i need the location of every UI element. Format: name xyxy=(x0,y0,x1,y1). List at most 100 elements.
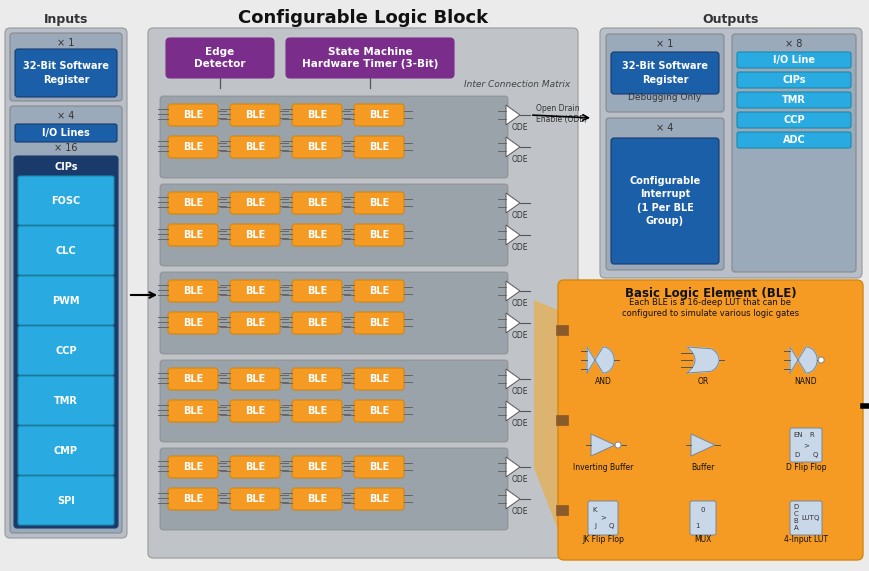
FancyBboxPatch shape xyxy=(292,368,342,390)
Text: BLE: BLE xyxy=(182,406,202,416)
Text: BLE: BLE xyxy=(244,462,265,472)
Circle shape xyxy=(614,442,620,448)
Text: Outputs: Outputs xyxy=(702,14,759,26)
FancyBboxPatch shape xyxy=(18,376,114,425)
Text: BLE: BLE xyxy=(182,230,202,240)
FancyBboxPatch shape xyxy=(354,136,403,158)
Text: ODE: ODE xyxy=(511,475,527,484)
FancyBboxPatch shape xyxy=(10,33,122,101)
Text: Basic Logic Element (BLE): Basic Logic Element (BLE) xyxy=(624,288,795,300)
Polygon shape xyxy=(506,489,520,509)
Text: AND: AND xyxy=(594,377,611,387)
Text: BLE: BLE xyxy=(307,318,327,328)
FancyBboxPatch shape xyxy=(292,136,342,158)
Text: Inputs: Inputs xyxy=(43,14,88,26)
Circle shape xyxy=(817,357,823,363)
Text: ODE: ODE xyxy=(511,155,527,163)
Text: BLE: BLE xyxy=(368,286,388,296)
Text: × 1: × 1 xyxy=(655,39,673,49)
Bar xyxy=(555,415,567,425)
Text: 4-Input LUT: 4-Input LUT xyxy=(783,536,827,545)
Text: I/O Line: I/O Line xyxy=(773,55,814,65)
Text: Open Drain
Enable (ODE): Open Drain Enable (ODE) xyxy=(535,104,587,124)
Text: BLE: BLE xyxy=(244,374,265,384)
Text: 1: 1 xyxy=(694,523,699,529)
FancyBboxPatch shape xyxy=(168,368,218,390)
Polygon shape xyxy=(506,137,520,157)
FancyBboxPatch shape xyxy=(789,428,821,462)
FancyBboxPatch shape xyxy=(606,118,723,270)
Text: 32-Bit Software
Register: 32-Bit Software Register xyxy=(621,62,707,85)
Polygon shape xyxy=(506,281,520,301)
Text: ODE: ODE xyxy=(511,123,527,131)
Polygon shape xyxy=(587,347,614,373)
Text: PWM: PWM xyxy=(52,296,80,305)
Text: BLE: BLE xyxy=(368,406,388,416)
Text: BLE: BLE xyxy=(307,230,327,240)
Text: R: R xyxy=(809,432,813,438)
FancyBboxPatch shape xyxy=(229,104,280,126)
Text: Each BLE is a 16-deep LUT that can be
configured to simulate various logic gates: Each BLE is a 16-deep LUT that can be co… xyxy=(621,298,798,318)
Text: CIPs: CIPs xyxy=(781,75,805,85)
FancyBboxPatch shape xyxy=(354,192,403,214)
Text: Q: Q xyxy=(812,452,817,458)
Text: BLE: BLE xyxy=(244,198,265,208)
Text: BLE: BLE xyxy=(307,494,327,504)
Text: Buffer: Buffer xyxy=(691,463,713,472)
Text: Debugging Only: Debugging Only xyxy=(627,94,700,103)
FancyBboxPatch shape xyxy=(160,272,507,354)
Text: BLE: BLE xyxy=(244,286,265,296)
FancyBboxPatch shape xyxy=(166,38,274,78)
Text: BLE: BLE xyxy=(244,142,265,152)
Text: K: K xyxy=(592,507,596,513)
FancyBboxPatch shape xyxy=(229,488,280,510)
Text: >: > xyxy=(600,514,605,520)
FancyBboxPatch shape xyxy=(606,34,723,112)
FancyBboxPatch shape xyxy=(292,312,342,334)
Text: BLE: BLE xyxy=(307,462,327,472)
Polygon shape xyxy=(687,347,718,373)
Text: BLE: BLE xyxy=(182,374,202,384)
FancyBboxPatch shape xyxy=(736,52,850,68)
Text: JK Flip Flop: JK Flip Flop xyxy=(581,536,623,545)
Text: BLE: BLE xyxy=(244,230,265,240)
FancyBboxPatch shape xyxy=(160,184,507,266)
Text: × 8: × 8 xyxy=(785,39,802,49)
Text: TMR: TMR xyxy=(54,396,78,405)
Text: BLE: BLE xyxy=(244,406,265,416)
Text: BLE: BLE xyxy=(182,462,202,472)
Polygon shape xyxy=(506,313,520,333)
Text: D: D xyxy=(793,452,799,458)
Text: SPI: SPI xyxy=(57,496,75,505)
Text: BLE: BLE xyxy=(244,494,265,504)
FancyBboxPatch shape xyxy=(229,312,280,334)
Text: State Machine
Hardware Timer (3-Bit): State Machine Hardware Timer (3-Bit) xyxy=(302,47,438,69)
FancyBboxPatch shape xyxy=(10,106,122,533)
FancyBboxPatch shape xyxy=(168,456,218,478)
Polygon shape xyxy=(690,434,714,456)
Text: A: A xyxy=(793,525,798,531)
FancyBboxPatch shape xyxy=(229,136,280,158)
FancyBboxPatch shape xyxy=(292,104,342,126)
Text: CLC: CLC xyxy=(56,246,76,255)
FancyBboxPatch shape xyxy=(168,104,218,126)
FancyBboxPatch shape xyxy=(18,326,114,375)
FancyBboxPatch shape xyxy=(354,280,403,302)
FancyBboxPatch shape xyxy=(168,280,218,302)
FancyBboxPatch shape xyxy=(587,501,617,535)
FancyBboxPatch shape xyxy=(229,456,280,478)
Polygon shape xyxy=(506,457,520,477)
Text: BLE: BLE xyxy=(307,406,327,416)
FancyBboxPatch shape xyxy=(168,312,218,334)
FancyBboxPatch shape xyxy=(15,49,116,97)
Polygon shape xyxy=(506,401,520,421)
Text: BLE: BLE xyxy=(244,110,265,120)
Text: CIPs: CIPs xyxy=(54,162,77,172)
FancyBboxPatch shape xyxy=(354,312,403,334)
FancyBboxPatch shape xyxy=(168,400,218,422)
Polygon shape xyxy=(506,193,520,213)
Text: ODE: ODE xyxy=(511,331,527,340)
Text: BLE: BLE xyxy=(182,494,202,504)
FancyBboxPatch shape xyxy=(354,488,403,510)
Text: 0: 0 xyxy=(700,507,705,513)
